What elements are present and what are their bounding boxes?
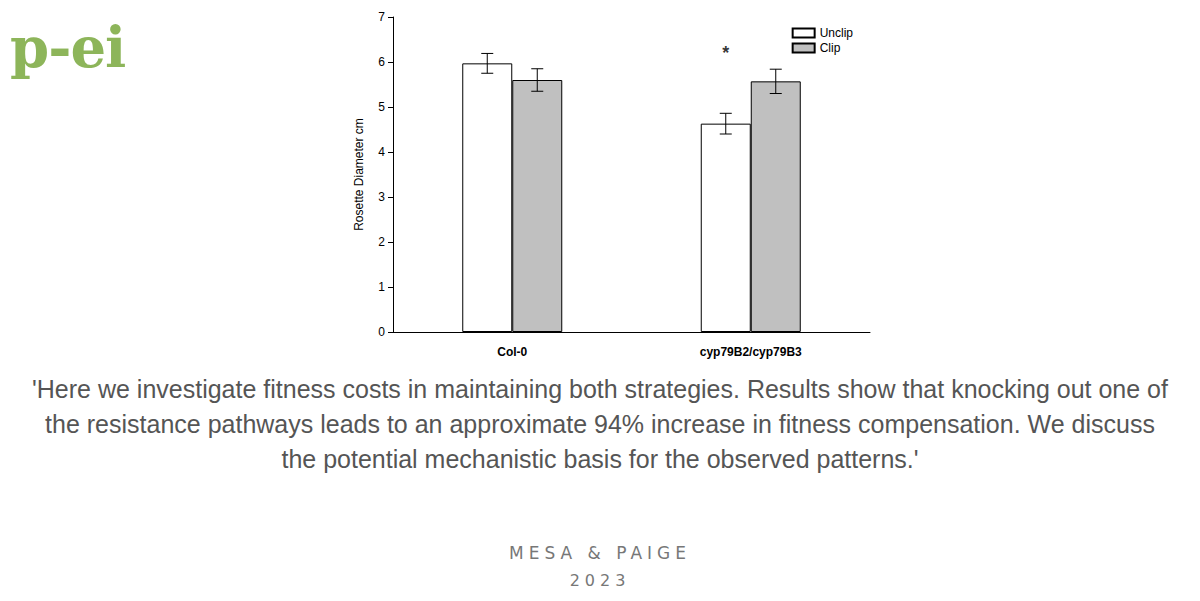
svg-text:6: 6: [378, 55, 385, 69]
svg-text:7: 7: [378, 10, 385, 24]
svg-text:Rosette Diameter cm: Rosette Diameter cm: [352, 118, 366, 231]
svg-text:cyp79B2/cyp79B3: cyp79B2/cyp79B3: [700, 345, 802, 359]
svg-text:Clip: Clip: [820, 41, 841, 55]
svg-text:3: 3: [378, 190, 385, 204]
svg-text:5: 5: [378, 100, 385, 114]
svg-text:2: 2: [378, 235, 385, 249]
html-text:2023: 2023: [569, 571, 631, 590]
svg-text:Col-0: Col-0: [497, 345, 527, 359]
svg-text:*: *: [722, 43, 729, 63]
svg-text:1: 1: [378, 280, 385, 294]
html-text:'Here we investigate fitness c: 'Here we investigate fitness costs in ma…: [32, 375, 1168, 473]
svg-text:Unclip: Unclip: [820, 26, 854, 40]
svg-text:0: 0: [378, 325, 385, 339]
svg-text:4: 4: [378, 145, 385, 159]
html-text:MESA & PAIGE: MESA & PAIGE: [509, 543, 691, 563]
html-text:p-ei: p-ei: [10, 14, 126, 80]
